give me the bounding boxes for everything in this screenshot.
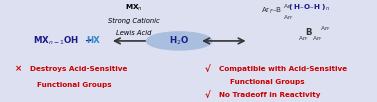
Text: HX: HX [86, 36, 100, 45]
Circle shape [146, 32, 212, 50]
Text: MX$_{n-1}$OH  +: MX$_{n-1}$OH + [34, 35, 97, 47]
Text: Ar$_F$–B: Ar$_F$–B [261, 6, 282, 16]
Text: √: √ [205, 65, 210, 74]
Text: No Tradeoff in Reactivity: No Tradeoff in Reactivity [219, 92, 321, 98]
Text: H$_2$O: H$_2$O [169, 35, 189, 47]
Text: Destroys Acid-Sensitive: Destroys Acid-Sensitive [30, 66, 127, 72]
Text: Ar$_F$: Ar$_F$ [283, 13, 294, 22]
Text: MX$_n$: MX$_n$ [125, 3, 143, 13]
Text: Ar$_F$: Ar$_F$ [283, 2, 294, 11]
Text: ×: × [15, 65, 23, 74]
Text: ( H–O–H )$_n$: ( H–O–H )$_n$ [288, 3, 329, 13]
Text: √: √ [205, 91, 210, 100]
Text: Compatible with Acid-Sensitive: Compatible with Acid-Sensitive [219, 66, 348, 72]
Text: Functional Groups: Functional Groups [230, 79, 305, 85]
Text: Strong Cationic: Strong Cationic [108, 18, 159, 24]
Text: Ar$_F$: Ar$_F$ [319, 24, 330, 33]
Text: Ar$_F$: Ar$_F$ [312, 34, 323, 43]
Text: Functional Groups: Functional Groups [37, 82, 112, 88]
Text: Ar$_F$: Ar$_F$ [298, 34, 308, 43]
Text: B: B [305, 28, 312, 37]
Text: Lewis Acid: Lewis Acid [116, 30, 152, 36]
